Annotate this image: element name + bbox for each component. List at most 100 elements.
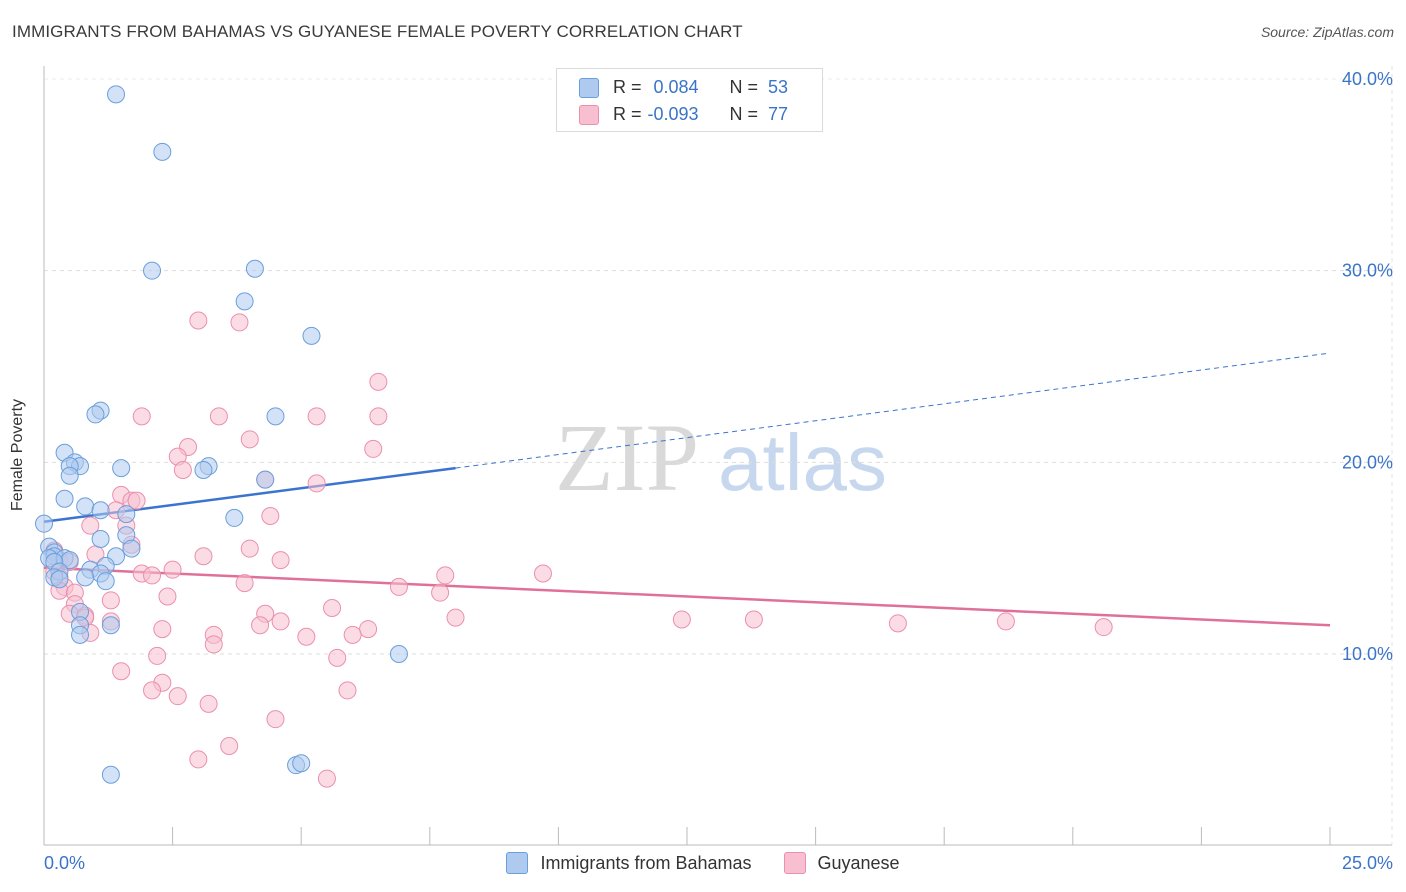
- watermark: ZIP atlas: [555, 404, 887, 511]
- point-guyanese: [343, 625, 362, 644]
- point-bahamas: [292, 754, 311, 773]
- point-bahamas: [389, 645, 408, 663]
- point-guyanese: [240, 539, 259, 558]
- point-bahamas: [194, 461, 213, 479]
- point-bahamas: [96, 572, 115, 591]
- point-guyanese: [744, 610, 763, 629]
- legend-swatch-blue: [506, 852, 529, 874]
- chart-title: IMMIGRANTS FROM BAHAMAS VS GUYANESE FEMA…: [12, 22, 743, 41]
- watermark-zip: ZIP: [555, 404, 699, 511]
- point-guyanese: [168, 687, 187, 706]
- point-guyanese: [230, 313, 249, 332]
- point-bahamas: [266, 407, 285, 426]
- data-points: [35, 85, 1113, 788]
- point-guyanese: [389, 577, 408, 596]
- point-guyanese: [132, 407, 151, 426]
- point-bahamas: [225, 508, 244, 527]
- legend-n-value: 77: [768, 104, 789, 124]
- point-guyanese: [204, 635, 223, 654]
- point-bahamas: [101, 616, 120, 635]
- legend-r-label: R =: [613, 104, 642, 124]
- point-bahamas: [143, 261, 162, 280]
- point-bahamas: [76, 497, 95, 516]
- legend-label-guyanese: Guyanese: [817, 852, 900, 873]
- point-bahamas: [122, 539, 141, 558]
- point-guyanese: [101, 591, 120, 610]
- point-guyanese: [127, 491, 146, 510]
- legend-swatch-blue: [579, 77, 599, 98]
- legend-r-label: R =: [613, 77, 642, 97]
- point-bahamas: [107, 85, 126, 104]
- point-guyanese: [220, 737, 239, 755]
- point-guyanese: [307, 474, 326, 493]
- legend-r-value: -0.093: [647, 104, 699, 124]
- y-tick-label: 20.0%: [1342, 452, 1393, 472]
- point-guyanese: [996, 612, 1015, 631]
- legend-n-label: N =: [729, 77, 759, 97]
- point-guyanese: [436, 566, 455, 585]
- y-tick-label: 40.0%: [1342, 69, 1393, 89]
- point-bahamas: [101, 765, 120, 784]
- point-bahamas: [50, 570, 69, 589]
- trend-line-bahamas-extension: [455, 352, 1331, 469]
- point-guyanese: [369, 372, 388, 391]
- legend-row-bahamas: R = 0.084 N = 53: [579, 77, 788, 98]
- point-bahamas: [71, 625, 90, 644]
- legend-row-guyanese: R = -0.093 N = 77: [579, 104, 788, 125]
- source-label: Source: ZipAtlas.com: [1260, 24, 1394, 40]
- point-guyanese: [158, 587, 177, 606]
- point-guyanese: [338, 681, 357, 700]
- point-guyanese: [271, 551, 290, 570]
- legend-swatch-pink: [579, 104, 599, 125]
- point-guyanese: [323, 599, 342, 617]
- point-guyanese: [364, 439, 383, 458]
- point-guyanese: [240, 430, 259, 449]
- point-bahamas: [117, 505, 136, 524]
- x-tick-label: 25.0%: [1342, 853, 1393, 873]
- y-axis-label: Female Poverty: [9, 398, 26, 512]
- point-guyanese: [81, 516, 100, 535]
- point-guyanese: [266, 710, 285, 729]
- legend-swatch-pink: [783, 852, 806, 874]
- point-bahamas: [256, 470, 275, 489]
- y-tick-label: 10.0%: [1342, 644, 1393, 664]
- point-guyanese: [317, 769, 336, 788]
- watermark-atlas: atlas: [718, 418, 887, 507]
- legend-r-value: 0.084: [653, 77, 699, 97]
- point-bahamas: [60, 466, 79, 485]
- trend-line-guyanese: [43, 566, 1331, 627]
- legend-n-value: 53: [768, 77, 789, 97]
- point-guyanese: [888, 614, 907, 633]
- point-guyanese: [446, 608, 465, 627]
- legend-item-bahamas: Immigrants from Bahamas: [506, 852, 752, 874]
- point-guyanese: [261, 507, 280, 525]
- x-tick-label: 0.0%: [44, 853, 85, 873]
- point-guyanese: [297, 627, 316, 646]
- legend-label-bahamas: Immigrants from Bahamas: [540, 852, 752, 873]
- point-bahamas: [112, 459, 131, 478]
- point-guyanese: [1094, 618, 1113, 637]
- point-guyanese: [533, 564, 552, 583]
- point-bahamas: [91, 501, 110, 520]
- point-guyanese: [209, 407, 228, 426]
- point-bahamas: [153, 142, 172, 161]
- point-guyanese: [431, 583, 450, 602]
- point-bahamas: [302, 326, 321, 345]
- y-tick-label: 30.0%: [1342, 261, 1393, 281]
- point-bahamas: [55, 489, 74, 508]
- point-guyanese: [307, 407, 326, 426]
- point-guyanese: [148, 646, 167, 665]
- point-bahamas: [235, 292, 254, 311]
- point-guyanese: [369, 407, 388, 426]
- point-guyanese: [163, 560, 182, 579]
- point-bahamas: [86, 405, 105, 424]
- point-guyanese: [328, 648, 347, 667]
- point-guyanese: [359, 620, 378, 639]
- point-guyanese: [189, 311, 208, 330]
- point-guyanese: [112, 662, 131, 681]
- point-guyanese: [194, 547, 213, 566]
- point-guyanese: [173, 461, 192, 479]
- stats-legend: R = 0.084 N = 53 R = -0.093 N = 77: [556, 68, 823, 132]
- point-guyanese: [189, 750, 208, 769]
